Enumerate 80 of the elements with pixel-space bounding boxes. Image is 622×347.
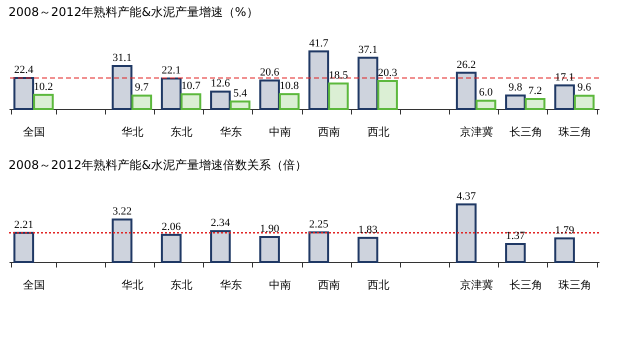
data-label: 12.6 xyxy=(210,78,231,90)
bar xyxy=(554,237,575,263)
bar xyxy=(112,65,132,110)
data-label: 10.7 xyxy=(181,80,202,92)
data-label: 5.4 xyxy=(233,88,248,100)
data-label: 20.3 xyxy=(378,66,398,79)
x-tick-label: 全国 xyxy=(23,278,46,292)
data-label: 22.1 xyxy=(162,64,181,76)
bar xyxy=(358,56,378,110)
data-label: 26.2 xyxy=(456,58,476,71)
data-label: 2.21 xyxy=(14,218,34,231)
data-label: 7.2 xyxy=(528,85,542,98)
data-label: 22.4 xyxy=(14,64,34,76)
bar xyxy=(574,94,595,110)
x-tick-label: 西北 xyxy=(367,278,390,292)
bar xyxy=(505,242,526,263)
bar xyxy=(230,100,250,110)
bar xyxy=(456,203,477,263)
chart-title: 2008～2012年熟料产能&水泥产量增速（%） xyxy=(8,5,258,19)
x-tick-label: 京津冀 xyxy=(460,126,494,138)
data-label: 1.37 xyxy=(506,230,526,242)
x-tick-label: 长三角 xyxy=(509,126,542,138)
bar xyxy=(456,72,477,110)
bar xyxy=(328,82,349,110)
data-label: 2.34 xyxy=(210,217,231,230)
x-tick-label: 西北 xyxy=(367,126,390,138)
bar xyxy=(210,230,231,263)
x-tick-label: 华北 xyxy=(121,278,144,292)
bar xyxy=(308,231,330,263)
data-label: 31.1 xyxy=(112,52,132,64)
x-tick-label: 华东 xyxy=(220,126,242,138)
data-label: 10.2 xyxy=(34,80,54,93)
data-label: 3.22 xyxy=(112,206,132,218)
x-tick-label: 中南 xyxy=(268,126,291,138)
data-label: 37.1 xyxy=(358,44,378,56)
data-label: 6.0 xyxy=(479,86,494,99)
chart-title: 2008～2012年熟料产能&水泥产量增速倍数关系（倍） xyxy=(8,158,307,172)
x-tick-label: 华东 xyxy=(220,278,242,292)
x-tick-label: 西南 xyxy=(318,126,340,138)
bar xyxy=(13,77,34,110)
bar xyxy=(160,77,182,110)
x-tick-label: 京津冀 xyxy=(460,278,494,292)
x-tick-label: 中南 xyxy=(268,278,291,292)
x-tick-label: 西南 xyxy=(318,278,340,292)
data-label: 9.8 xyxy=(508,81,523,94)
bar xyxy=(308,50,330,110)
bar xyxy=(180,93,202,110)
bar xyxy=(278,93,300,110)
bar xyxy=(131,94,152,110)
bar xyxy=(377,80,398,110)
bar xyxy=(33,94,54,110)
x-tick-label: 东北 xyxy=(170,126,193,138)
x-tick-label: 东北 xyxy=(170,278,193,292)
x-tick-label: 华北 xyxy=(121,126,144,138)
bar xyxy=(112,218,132,263)
x-tick-label: 长三角 xyxy=(509,278,542,292)
bar xyxy=(505,94,526,110)
bar xyxy=(259,236,280,263)
bar xyxy=(554,84,575,110)
data-label: 1.90 xyxy=(260,222,280,235)
data-label: 1.79 xyxy=(554,224,575,236)
data-label: 9.6 xyxy=(577,82,592,94)
data-label: 1.83 xyxy=(358,224,378,236)
data-label: 10.8 xyxy=(280,80,300,92)
bar xyxy=(160,234,182,263)
data-label: 9.7 xyxy=(134,82,150,94)
data-label: 2.06 xyxy=(162,220,182,233)
data-label: 41.7 xyxy=(309,37,329,50)
x-tick-label: 珠三角 xyxy=(558,126,592,138)
bar xyxy=(476,100,496,110)
bar xyxy=(13,232,34,263)
bar xyxy=(259,80,280,110)
bar xyxy=(524,98,546,110)
data-label: 2.25 xyxy=(309,218,329,230)
x-tick-label: 全国 xyxy=(23,126,46,138)
data-label: 20.6 xyxy=(260,66,280,79)
x-tick-label: 珠三角 xyxy=(558,278,592,292)
bar xyxy=(210,90,231,110)
data-label: 4.37 xyxy=(456,190,476,202)
bar xyxy=(358,236,378,263)
